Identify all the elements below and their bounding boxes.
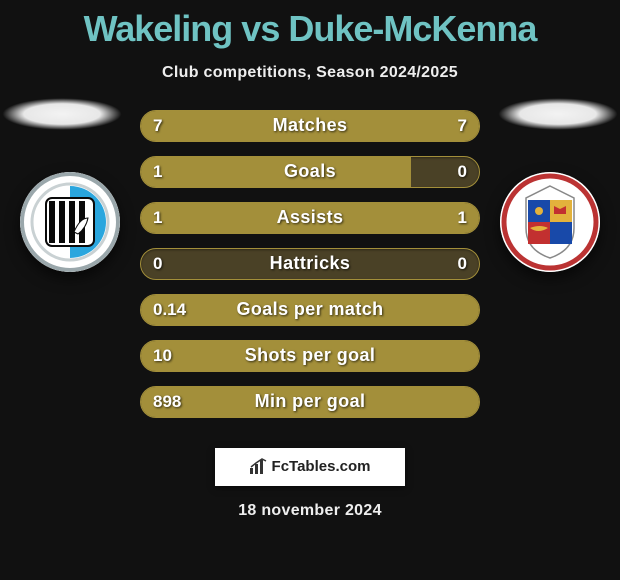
player2-name: Duke-McKenna — [288, 8, 536, 49]
spotlight-right — [498, 98, 618, 130]
stat-row: Hattricks0 0 — [140, 248, 480, 280]
player1-name: Wakeling — [84, 8, 233, 49]
spotlight-left — [2, 98, 122, 130]
page-title: Wakeling vs Duke-McKenna — [0, 8, 620, 50]
stat-label: Goals — [141, 157, 479, 187]
vs-label: vs — [241, 8, 279, 49]
chart-icon — [250, 458, 268, 474]
stat-value-left: 1 — [141, 203, 174, 233]
stat-row: Min per goal898 — [140, 386, 480, 418]
stat-value-left: 0 — [141, 249, 174, 279]
stat-value-right — [455, 387, 479, 417]
opponent-crest-icon — [500, 172, 600, 272]
stat-value-right — [455, 295, 479, 325]
stat-value-right: 0 — [446, 157, 479, 187]
stat-row: Assists1 1 — [140, 202, 480, 234]
stat-value-left: 898 — [141, 387, 193, 417]
comparison-arena: Matches77Goals10Assists11Hattricks00Goal… — [0, 110, 620, 430]
stat-value-left: 7 — [141, 111, 174, 141]
stat-row: Goals1 0 — [140, 156, 480, 188]
watermark-text: FcTables.com — [272, 458, 371, 475]
stat-value-right: 7 — [446, 111, 479, 141]
stat-row: Goals per match0.14 — [140, 294, 480, 326]
stat-label: Shots per goal — [141, 341, 479, 371]
stat-value-right: 1 — [446, 203, 479, 233]
club-crest-left — [20, 172, 120, 272]
stat-label: Hattricks — [141, 249, 479, 279]
gillingham-crest-icon — [20, 172, 120, 272]
stat-row: Matches7 7 — [140, 110, 480, 142]
stat-label: Matches — [141, 111, 479, 141]
stat-value-right — [455, 341, 479, 371]
stat-value-left: 10 — [141, 341, 184, 371]
club-crest-right — [500, 172, 600, 272]
watermark-badge: FcTables.com — [215, 448, 405, 486]
stat-bars: Matches77Goals10Assists11Hattricks00Goal… — [140, 110, 480, 432]
stat-label: Assists — [141, 203, 479, 233]
stat-value-left: 1 — [141, 157, 174, 187]
stat-value-left: 0.14 — [141, 295, 198, 325]
stat-value-right: 0 — [446, 249, 479, 279]
stat-row: Shots per goal10 — [140, 340, 480, 372]
competition-subtitle: Club competitions, Season 2024/2025 — [0, 64, 620, 82]
comparison-date: 18 november 2024 — [0, 502, 620, 520]
